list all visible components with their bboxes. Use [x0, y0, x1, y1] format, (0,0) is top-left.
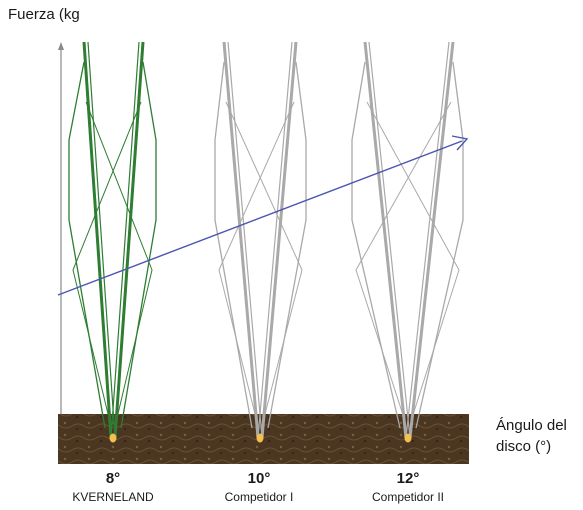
disc-cross-line-a — [366, 101, 460, 419]
disc-12deg-competidor-2 — [351, 41, 464, 443]
disc-angle-label-1: 8° — [105, 470, 121, 487]
disc-name-label-1: KVERNELAND — [72, 490, 154, 504]
disc-cross-line-b — [72, 101, 142, 419]
disc-outline-left — [351, 61, 401, 429]
disc-blade-left-inner — [227, 41, 263, 439]
disc-angle-label-2: 10° — [247, 470, 271, 487]
disc-outline-right — [120, 61, 157, 429]
disc-blade-right-inner — [257, 41, 293, 439]
disc-outline-left — [68, 61, 106, 429]
disc-blade-left-inner — [368, 41, 411, 439]
disc-blade-left — [222, 41, 260, 439]
disc-cross-line-a — [225, 101, 303, 419]
x-axis-label: Ángulo del disco (°) — [496, 415, 582, 457]
y-axis-arrowhead — [58, 42, 64, 50]
disc-cross-line-b — [218, 101, 295, 419]
disc-blade-right — [408, 41, 455, 439]
disc-tip — [404, 433, 412, 443]
trend-arrow-line — [57, 140, 463, 296]
disc-blade-left — [363, 41, 408, 439]
disc-blade-right-inner — [405, 41, 450, 439]
disc-outline-right — [267, 61, 307, 429]
disc-name-label-3: Competidor II — [371, 490, 445, 504]
disc-blade-left-inner — [87, 41, 116, 439]
x-axis-label-line2: disco (°) — [496, 438, 552, 455]
disc-angle-label-3: 12° — [396, 470, 420, 487]
disc-cross-line-a — [85, 101, 153, 419]
disc-blade-left — [82, 41, 113, 439]
disc-8deg-kverneland — [68, 41, 157, 443]
trend-arrow-head — [451, 135, 469, 151]
y-axis-label: Fuerza (kg — [8, 6, 80, 23]
disc-outline-left — [214, 61, 253, 429]
disc-blade-right-inner — [110, 41, 140, 439]
disc-10deg-competidor-1 — [214, 41, 307, 443]
x-axis-label-line1: Ángulo del — [496, 417, 567, 434]
disc-name-label-2: Competidor I — [224, 490, 294, 504]
disc-blade-right — [260, 41, 298, 439]
disc-tip — [109, 433, 117, 443]
disc-tip — [256, 433, 264, 443]
disc-outline-right — [415, 61, 464, 429]
